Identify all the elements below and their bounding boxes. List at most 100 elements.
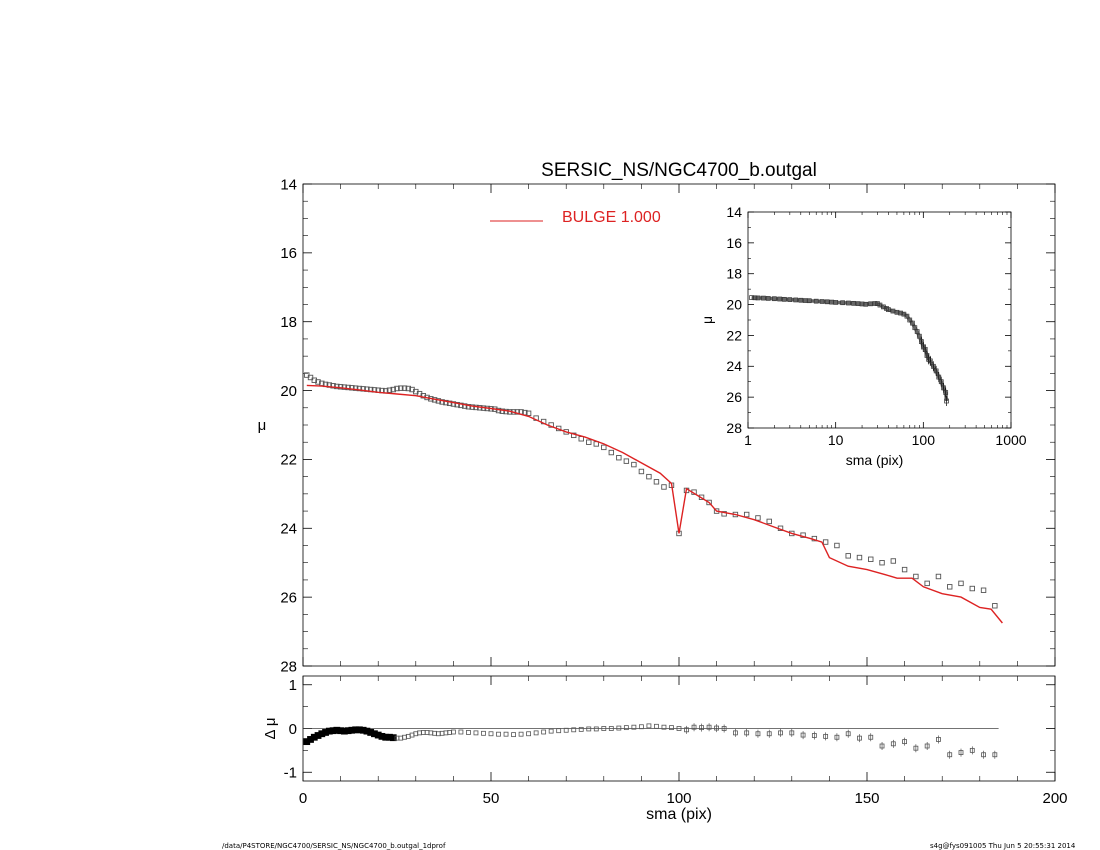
main-data-point xyxy=(514,409,521,415)
inset-point xyxy=(872,301,878,306)
residual-point xyxy=(563,727,569,733)
main-data-point xyxy=(992,603,998,609)
inset-point xyxy=(777,296,783,302)
inset-point xyxy=(765,296,771,301)
main-data-point xyxy=(398,385,404,391)
residual-point xyxy=(496,731,501,737)
inset-point xyxy=(881,304,886,310)
residual-point xyxy=(654,723,659,729)
residual-point xyxy=(450,729,456,735)
inset-point xyxy=(833,300,839,305)
main-data-point xyxy=(616,455,622,461)
residual-xtick-label: 50 xyxy=(483,790,500,807)
main-ytick-label: 16 xyxy=(280,245,297,262)
main-data-point xyxy=(608,449,615,456)
residual-point xyxy=(473,730,479,736)
inset-ytick-label: 16 xyxy=(726,235,742,251)
residual-ytick-label: 0 xyxy=(289,721,297,738)
main-data-point xyxy=(969,585,975,592)
main-panel: 14 16 18 20 22 24 26 28 SERSIC_NS/NGC4700_b.outg… xyxy=(258,160,1056,675)
inset-point xyxy=(875,301,880,306)
inset-point xyxy=(752,295,758,301)
residual-point xyxy=(981,752,986,758)
inset-point xyxy=(907,317,913,323)
residual-point xyxy=(936,737,941,742)
main-data-point xyxy=(356,385,363,392)
inset-point xyxy=(819,299,825,304)
main-data-point xyxy=(330,383,336,389)
main-data-point xyxy=(352,385,359,391)
main-data-point xyxy=(465,404,472,410)
residual-point xyxy=(890,741,896,747)
main-ylabel: μ xyxy=(258,417,267,434)
inset-point xyxy=(922,346,928,352)
inset-point xyxy=(859,301,865,307)
inset-point xyxy=(938,379,944,385)
residual-point xyxy=(676,726,682,731)
residual-point xyxy=(669,725,674,731)
residual-point xyxy=(958,750,964,755)
main-data-point xyxy=(450,401,457,407)
main-data-point xyxy=(601,444,607,451)
inset-point xyxy=(772,296,777,302)
residual-point xyxy=(706,724,712,730)
main-data-point xyxy=(439,399,445,405)
main-data-point xyxy=(890,558,897,564)
main-data-point xyxy=(766,518,772,525)
residual-point xyxy=(623,725,629,731)
inset-point xyxy=(840,300,845,306)
inset-point xyxy=(813,298,819,304)
inset-point xyxy=(782,296,787,302)
inset-ytick-label: 28 xyxy=(726,420,742,436)
footer-file-path: /data/P4STORE/NGC4700/SERSIC_NS/NGC4700_… xyxy=(222,842,446,850)
residual-point xyxy=(691,724,697,730)
main-data-point xyxy=(446,400,453,407)
inset-point xyxy=(787,297,793,302)
inset-point xyxy=(798,297,804,303)
main-data-point xyxy=(390,386,396,393)
inset-xlabel: sma (pix) xyxy=(846,452,904,468)
main-data-point xyxy=(454,401,460,408)
inset-point xyxy=(933,368,939,374)
inset-point xyxy=(910,320,915,326)
main-data-point xyxy=(743,511,750,518)
chart-title: SERSIC_NS/NGC4700_b.outgal xyxy=(541,160,817,181)
bulge-model-line xyxy=(306,384,1003,624)
residual-point xyxy=(744,730,750,736)
residual-point xyxy=(601,726,607,731)
main-data-point xyxy=(586,439,592,445)
main-data-point xyxy=(315,379,321,385)
main-data-point xyxy=(924,580,930,587)
main-data-point xyxy=(345,384,351,391)
residual-xlabel: sma (pix) xyxy=(646,806,712,823)
residual-point xyxy=(631,724,637,730)
inset-xtick-label: 1 xyxy=(744,432,752,448)
inset-point xyxy=(894,309,900,315)
main-data-point xyxy=(646,473,652,480)
inset-background xyxy=(748,212,1011,428)
inset-point xyxy=(761,295,766,301)
main-data-point xyxy=(458,402,464,409)
inset-ytick-label: 22 xyxy=(726,327,742,343)
inset-point xyxy=(851,300,856,306)
inset-point xyxy=(846,300,851,306)
residual-point xyxy=(823,733,829,739)
inset-xtick-label: 10 xyxy=(828,432,844,448)
residual-point xyxy=(533,730,539,736)
inset-ytick-label: 26 xyxy=(726,389,742,405)
residual-point xyxy=(969,747,975,753)
residual-point xyxy=(789,730,795,736)
inset-point xyxy=(930,363,936,369)
inset-point xyxy=(749,295,754,300)
inset-point xyxy=(936,374,942,380)
residual-point xyxy=(593,726,599,732)
inset-ytick-label: 24 xyxy=(726,358,742,374)
residual-point xyxy=(699,725,704,731)
main-ytick-label: 26 xyxy=(280,589,297,606)
main-data-point xyxy=(638,468,645,475)
main-data-point xyxy=(307,374,314,381)
inset-point xyxy=(927,358,933,364)
residual-point xyxy=(811,733,817,738)
